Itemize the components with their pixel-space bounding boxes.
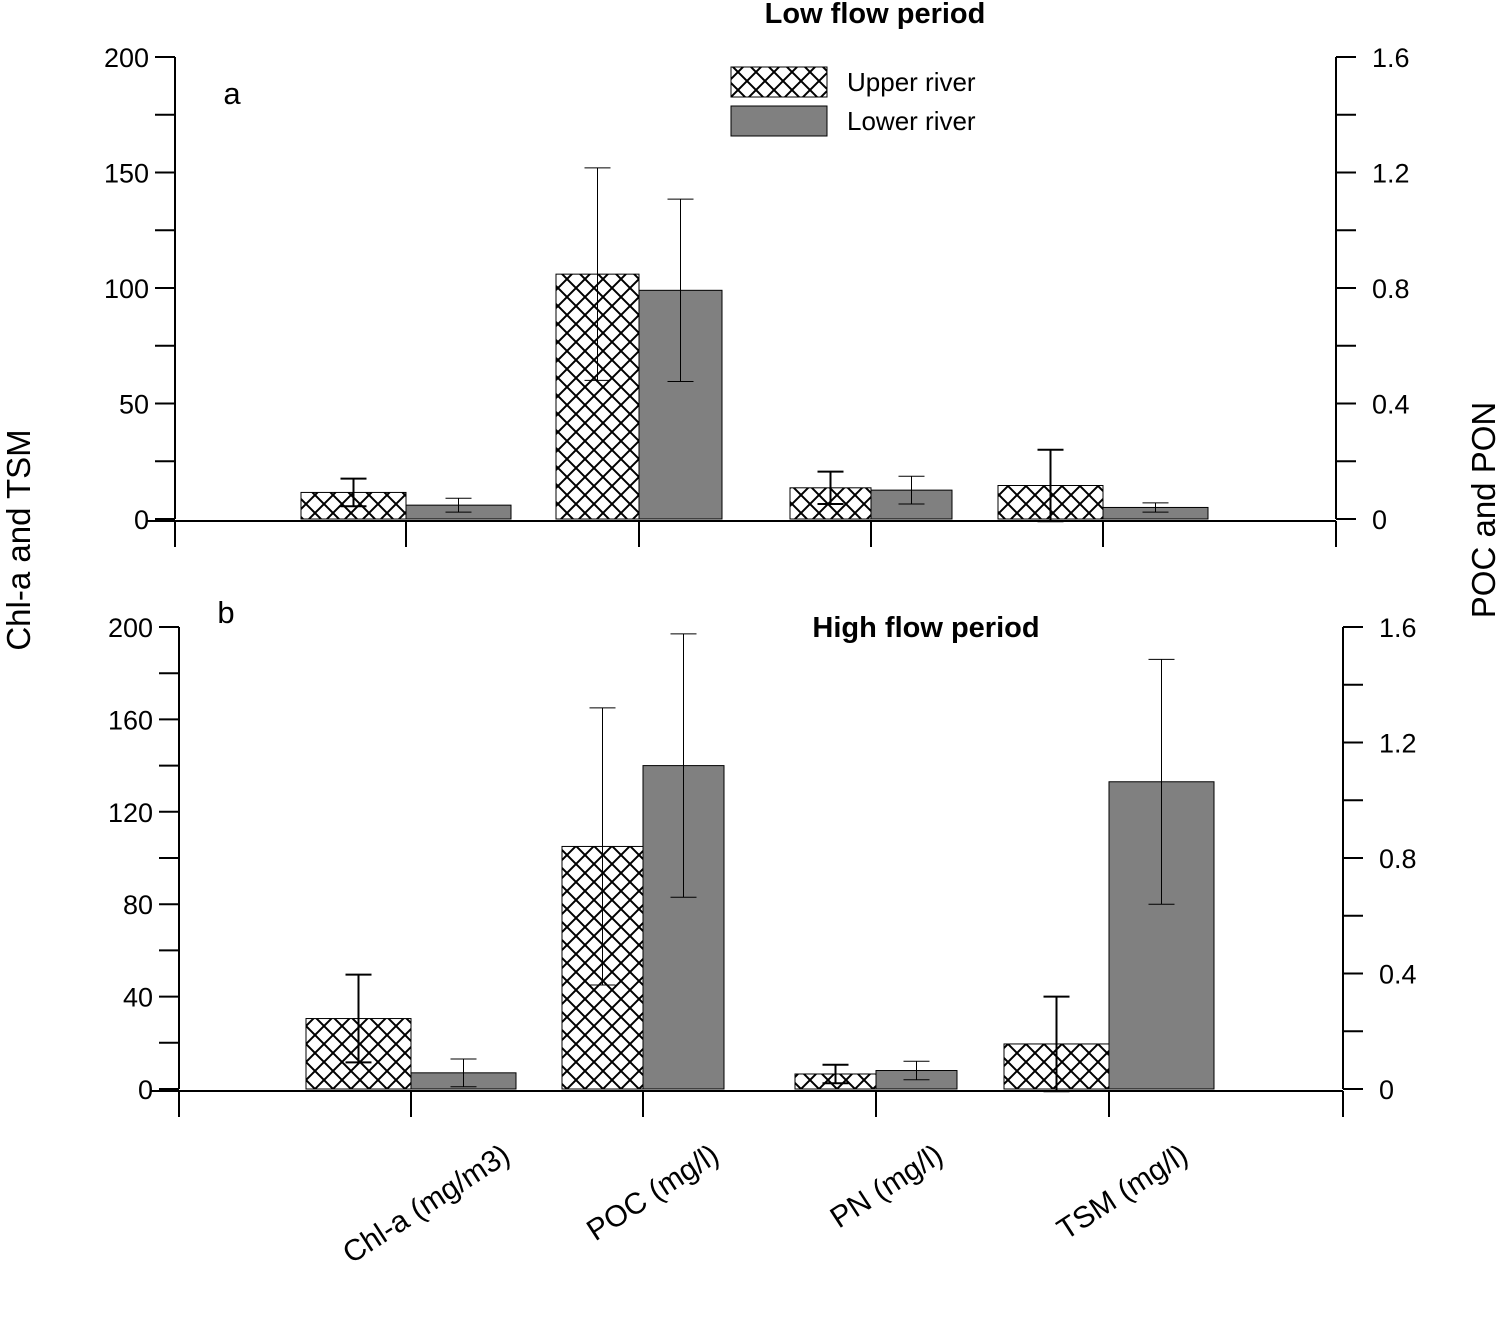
- panel-title: Low flow period: [765, 0, 986, 30]
- left-tick-label: 50: [119, 390, 149, 420]
- right-tick-label: 0.8: [1372, 274, 1410, 304]
- left-tick-label: 200: [104, 43, 149, 73]
- right-tick-label: 0.4: [1379, 960, 1417, 990]
- legend-swatch-lower-river: [730, 105, 828, 137]
- panel-letter: a: [223, 76, 241, 111]
- panel-a: 0 50 100 150 200 0 0.4 0.8 1.2 1.6 Low flow period…: [104, 0, 1410, 547]
- right-axis-title: POC and PON: [1465, 402, 1499, 618]
- left-tick-label: 100: [104, 274, 149, 304]
- right-tick-label: 0: [1379, 1075, 1394, 1105]
- left-tick-label: 150: [104, 159, 149, 189]
- left-tick-label: 160: [108, 705, 153, 735]
- left-tick-label: 80: [123, 890, 153, 920]
- chart-root: 0 50 100 150 200 0 0.4 0.8 1.2 1.6 Low flow period…: [104, 0, 1417, 1117]
- category-label: PN (mg/l): [825, 1138, 949, 1235]
- right-tick-label: 0.8: [1379, 844, 1417, 874]
- panel-letter: b: [217, 595, 234, 630]
- category-label: Chl-a (mg/m3): [337, 1138, 516, 1270]
- category-label: TSM (mg/l): [1051, 1138, 1193, 1246]
- right-tick-label: 1.2: [1372, 159, 1410, 189]
- left-tick-label: 0: [138, 1075, 153, 1105]
- right-tick-label: 0: [1372, 505, 1387, 535]
- left-tick-label: 200: [108, 613, 153, 643]
- left-axis-title: Chl-a and TSM: [0, 429, 37, 650]
- legend-label-lower-river: Lower river: [847, 106, 976, 136]
- category-label: POC (mg/l): [581, 1138, 725, 1247]
- right-tick-label: 1.6: [1379, 613, 1417, 643]
- right-tick-label: 0.4: [1372, 390, 1410, 420]
- left-tick-label: 0: [134, 505, 149, 535]
- right-tick-label: 1.2: [1379, 729, 1417, 759]
- panel-title: High flow period: [812, 612, 1039, 644]
- panel-b: 0 40 80 120 160 200 0 0.4 0.8 1.2 1.6 High flow per…: [108, 595, 1417, 1117]
- category-labels: Chl-a (mg/m3) POC (mg/l) PN (mg/l) TSM (…: [337, 1138, 1194, 1270]
- right-tick-label: 1.6: [1372, 43, 1410, 73]
- legend-swatch-upper-river: [730, 66, 828, 98]
- left-tick-label: 40: [123, 983, 153, 1013]
- legend: Upper river Lower river: [730, 66, 976, 137]
- legend-label-upper-river: Upper river: [847, 67, 976, 97]
- left-tick-label: 120: [108, 798, 153, 828]
